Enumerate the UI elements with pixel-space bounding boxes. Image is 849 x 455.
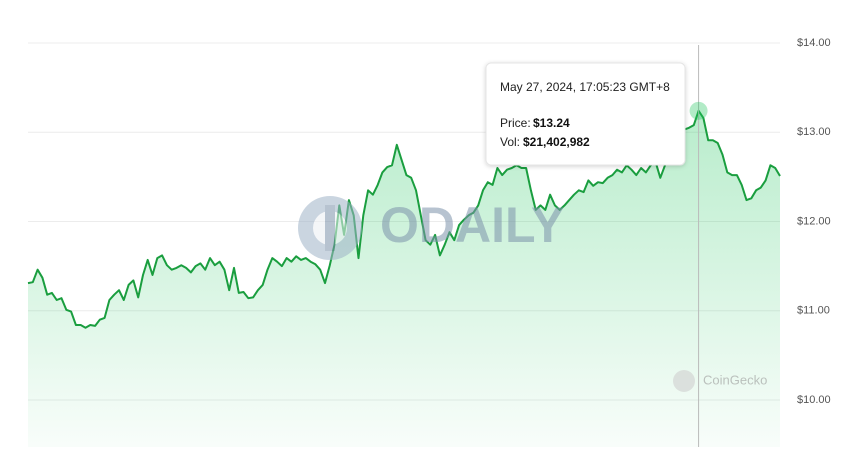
watermark: ODAILY <box>298 196 564 260</box>
hover-point <box>689 101 708 120</box>
tooltip-vol: $21,402,982 <box>523 135 590 149</box>
tooltip-price: $13.24 <box>533 116 570 130</box>
coingecko-watermark: CoinGecko <box>673 370 767 392</box>
tooltip-price-label: Price: <box>500 116 531 130</box>
y-tick-label: $10.00 <box>797 394 831 406</box>
hover <box>689 45 708 447</box>
watermark-text: CoinGecko <box>703 372 767 387</box>
coingecko-logo <box>673 370 695 392</box>
tooltip-date: May 27, 2024, 17:05:23 GMT+8 <box>500 80 670 94</box>
y-tick-label: $13.00 <box>797 126 831 138</box>
y-tick-label: $12.00 <box>797 215 831 227</box>
tooltip: May 27, 2024, 17:05:23 GMT+8 Price: $13.… <box>485 62 686 166</box>
y-tick-label: $11.00 <box>797 305 830 317</box>
area <box>28 110 780 448</box>
tooltip-box <box>485 62 686 166</box>
tooltip-vol-label: Vol: <box>500 135 520 149</box>
watermark-logo <box>325 205 335 251</box>
watermark-text: ODAILY <box>380 197 564 253</box>
y-tick-label: $14.00 <box>797 37 831 49</box>
